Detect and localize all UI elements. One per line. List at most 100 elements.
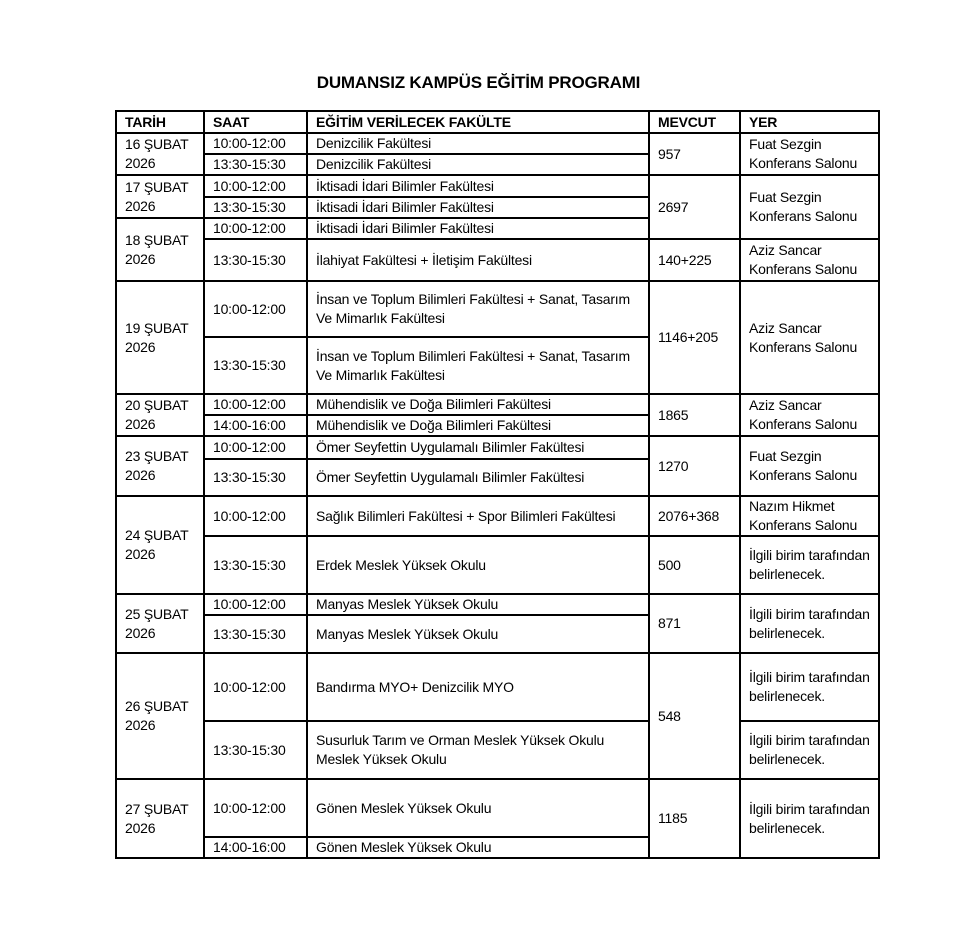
faculty-cell: Denizcilik Fakültesi [306, 132, 650, 155]
attendance-cell: 548 [648, 652, 741, 780]
time-cell: 10:00-12:00 [203, 593, 308, 616]
faculty-cell: Bandırma MYO+ Denizcilik MYO [306, 652, 650, 722]
time-cell: 10:00-12:00 [203, 393, 308, 416]
attendance-cell: 1185 [648, 778, 741, 859]
faculty-cell: Susurluk Tarım ve Orman Meslek Yüksek Ok… [306, 720, 650, 780]
date-cell: 24 ŞUBAT 2026 [115, 495, 205, 595]
faculty-cell: Gönen Meslek Yüksek Okulu [306, 778, 650, 838]
date-cell: 27 ŞUBAT 2026 [115, 778, 205, 859]
table-row: 13:30-15:30 İnsan ve Toplum Bilimleri Fa… [116, 336, 879, 395]
table-row: 24 ŞUBAT 2026 10:00-12:00 Sağlık Bilimle… [115, 495, 880, 595]
time-cell: 13:30-15:30 [203, 153, 308, 176]
faculty-cell: Manyas Meslek Yüksek Okulu [306, 593, 650, 616]
venue-cell: İlgili birim tarafından belirlenecek. [739, 652, 880, 722]
time-cell: 10:00-12:00 [203, 435, 308, 460]
venue-cell: Aziz Sancar Konferans Salonu [739, 393, 880, 437]
faculty-cell: İktisadi İdari Bilimler Fakültesi [306, 174, 650, 198]
attendance-cell: 1270 [648, 435, 741, 497]
document-content: DUMANSIZ KAMPÜS EĞİTİM PROGRAMI TARİH SA… [115, 73, 880, 859]
venue-cell: İlgili birim tarafından belirlenecek. [739, 535, 880, 595]
time-cell: 14:00-16:00 [203, 414, 308, 437]
faculty-cell: Manyas Meslek Yüksek Okulu [306, 614, 650, 654]
table-row: 19 ŞUBAT 2026 10:00-12:00 İnsan ve Toplu… [115, 280, 880, 395]
table-row: 13:30-15:30 Erdek Meslek Yüksek Okulu 50… [116, 535, 880, 595]
time-cell: 10:00-12:00 [203, 778, 308, 838]
date-cell: 26 ŞUBAT 2026 [115, 652, 205, 780]
table-row: 13:30-15:30 Denizcilik Fakültesi [116, 153, 879, 176]
table-row: 13:30-15:30 Susurluk Tarım ve Orman Mesl… [116, 720, 880, 780]
venue-cell: İlgili birim tarafından belirlenecek. [739, 593, 880, 654]
venue-cell: Nazım Hikmet Konferans Salonu [739, 495, 880, 537]
date-cell: 20 ŞUBAT 2026 [115, 393, 205, 437]
attendance-cell: 1146+205 [648, 280, 741, 395]
header-row: TARİH SAAT EĞİTİM VERİLECEK FAKÜLTE MEVC… [115, 110, 880, 134]
attendance-cell: 500 [648, 535, 741, 595]
faculty-cell: Mühendislik ve Doğa Bilimleri Fakültesi [306, 393, 650, 416]
faculty-cell: Denizcilik Fakültesi [306, 153, 650, 176]
time-cell: 13:30-15:30 [203, 535, 308, 595]
faculty-cell: Sağlık Bilimleri Fakültesi + Spor Biliml… [306, 495, 650, 537]
faculty-cell: İnsan ve Toplum Bilimleri Fakültesi + Sa… [306, 280, 650, 338]
table-row: 27 ŞUBAT 2026 10:00-12:00 Gönen Meslek Y… [115, 778, 880, 859]
table-row: 23 ŞUBAT 2026 10:00-12:00 Ömer Seyfettin… [115, 435, 880, 497]
table-row: 13:30-15:30 Manyas Meslek Yüksek Okulu [116, 614, 879, 654]
attendance-cell: 140+225 [648, 238, 741, 282]
header-fakulte: EĞİTİM VERİLECEK FAKÜLTE [306, 110, 650, 134]
faculty-cell: İnsan ve Toplum Bilimleri Fakültesi + Sa… [306, 336, 650, 395]
faculty-cell: Ömer Seyfettin Uygulamalı Bilimler Fakül… [306, 435, 650, 460]
faculty-cell: İktisadi İdari Bilimler Fakültesi [306, 196, 650, 219]
venue-cell: Fuat Sezgin Konferans Salonu [739, 132, 880, 176]
faculty-cell: Mühendislik ve Doğa Bilimleri Fakültesi [306, 414, 650, 437]
time-cell: 13:30-15:30 [203, 458, 308, 497]
time-cell: 13:30-15:30 [203, 336, 308, 395]
table-row: 14:00-16:00 Mühendislik ve Doğa Bilimler… [116, 414, 879, 437]
header-saat: SAAT [203, 110, 308, 134]
time-cell: 10:00-12:00 [203, 217, 308, 240]
venue-cell: Fuat Sezgin Konferans Salonu [739, 174, 880, 240]
table-row: 13:30-15:30 İktisadi İdari Bilimler Fakü… [116, 196, 879, 219]
header-mevcut: MEVCUT [648, 110, 741, 134]
header-tarih: TARİH [115, 110, 205, 134]
date-cell: 23 ŞUBAT 2026 [115, 435, 205, 497]
venue-cell: İlgili birim tarafından belirlenecek. [739, 720, 880, 780]
table-row: 18 ŞUBAT 2026 10:00-12:00 İktisadi İdari… [115, 217, 879, 282]
faculty-cell: Erdek Meslek Yüksek Okulu [306, 535, 650, 595]
venue-cell: Aziz Sancar Konferans Salonu [739, 238, 880, 282]
time-cell: 10:00-12:00 [203, 652, 308, 722]
time-cell: 13:30-15:30 [203, 720, 308, 780]
attendance-cell: 2076+368 [648, 495, 741, 537]
time-cell: 10:00-12:00 [203, 280, 308, 338]
header-yer: YER [739, 110, 880, 134]
date-cell: 17 ŞUBAT 2026 [115, 174, 205, 219]
attendance-cell: 2697 [648, 174, 741, 240]
time-cell: 13:30-15:30 [203, 614, 308, 654]
table-row: 20 ŞUBAT 2026 10:00-12:00 Mühendislik ve… [115, 393, 880, 437]
time-cell: 10:00-12:00 [203, 174, 308, 198]
table-row: 25 ŞUBAT 2026 10:00-12:00 Manyas Meslek … [115, 593, 880, 654]
time-cell: 13:30-15:30 [203, 196, 308, 219]
table-row: 26 ŞUBAT 2026 10:00-12:00 Bandırma MYO+ … [115, 652, 880, 780]
table-row: 13:30-15:30 Ömer Seyfettin Uygulamalı Bi… [116, 458, 879, 497]
attendance-cell: 871 [648, 593, 741, 654]
table-row: 13:30-15:30 İlahiyat Fakültesi + İletişi… [116, 238, 880, 282]
faculty-cell: İktisadi İdari Bilimler Fakültesi [306, 217, 650, 240]
faculty-cell: İlahiyat Fakültesi + İletişim Fakültesi [306, 238, 650, 282]
schedule-table: TARİH SAAT EĞİTİM VERİLECEK FAKÜLTE MEVC… [115, 110, 880, 859]
venue-cell: Aziz Sancar Konferans Salonu [739, 280, 880, 395]
table-row: 16 ŞUBAT 2026 10:00-12:00 Denizcilik Fak… [115, 132, 880, 176]
time-cell: 13:30-15:30 [203, 238, 308, 282]
date-cell: 16 ŞUBAT 2026 [115, 132, 205, 176]
faculty-cell: Gönen Meslek Yüksek Okulu [306, 836, 650, 859]
page-title: DUMANSIZ KAMPÜS EĞİTİM PROGRAMI [316, 73, 641, 92]
date-cell: 19 ŞUBAT 2026 [115, 280, 205, 395]
table-row: 14:00-16:00 Gönen Meslek Yüksek Okulu [116, 836, 879, 859]
table-row: 17 ŞUBAT 2026 10:00-12:00 İktisadi İdari… [115, 174, 880, 240]
date-cell: 25 ŞUBAT 2026 [115, 593, 205, 654]
attendance-cell: 957 [648, 132, 741, 176]
time-cell: 10:00-12:00 [203, 132, 308, 155]
venue-cell: İlgili birim tarafından belirlenecek. [739, 778, 880, 859]
venue-cell: Fuat Sezgin Konferans Salonu [739, 435, 880, 497]
faculty-cell: Ömer Seyfettin Uygulamalı Bilimler Fakül… [306, 458, 650, 497]
attendance-cell: 1865 [648, 393, 741, 437]
